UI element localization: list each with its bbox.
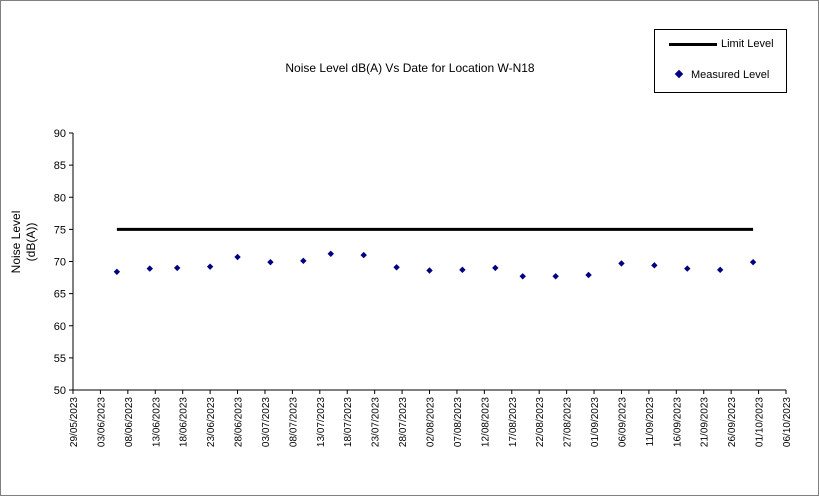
x-tick-label: 23/07/2023 [371, 397, 382, 447]
x-tick-label: 03/07/2023 [261, 397, 272, 447]
x-tick-label: 28/07/2023 [398, 397, 409, 447]
measured-level-point [749, 258, 757, 266]
x-tick-label: 11/09/2023 [645, 397, 656, 447]
legend-line-swatch [669, 43, 717, 46]
x-tick-label: 08/07/2023 [288, 397, 299, 447]
x-tick-label: 06/09/2023 [617, 397, 628, 447]
x-tick-label: 13/06/2023 [151, 397, 162, 447]
measured-level-point [206, 263, 214, 270]
legend-label-measured-level: Measured Level [691, 69, 770, 81]
y-tick-label: 85 [54, 160, 66, 172]
measured-level-point [651, 262, 658, 269]
legend-diamond-marker-icon [674, 69, 684, 79]
measured-level-point [426, 267, 433, 274]
y-tick-label: 70 [54, 257, 66, 269]
x-tick-label: 08/06/2023 [124, 397, 135, 447]
y-tick-label: 80 [54, 192, 66, 204]
x-tick-label: 07/08/2023 [453, 397, 464, 447]
x-tick-label: 16/09/2023 [672, 397, 683, 447]
measured-level-point [459, 266, 466, 274]
legend: Limit Level Measured Level [654, 29, 787, 93]
measured-level-point [585, 271, 592, 279]
x-tick-label: 22/08/2023 [535, 397, 546, 447]
measured-level-point [618, 260, 625, 267]
y-tick-label: 65 [54, 289, 66, 301]
legend-label-limit-level: Limit Level [721, 38, 774, 50]
measured-level-point [393, 264, 400, 271]
y-tick-label: 55 [54, 353, 66, 365]
chart-title: Noise Level dB(A) Vs Date for Location W… [285, 61, 535, 75]
x-tick-label: 26/09/2023 [727, 397, 738, 447]
x-tick-label: 17/08/2023 [508, 397, 519, 447]
x-tick-label: 28/06/2023 [234, 397, 245, 447]
measured-level-point [113, 268, 121, 275]
measured-level-point [146, 265, 153, 272]
x-tick-label: 13/07/2023 [316, 397, 327, 447]
plot-area: 50 55 60 65 70 75 80 85 90 29/05/2023 03/06/2023 08… [54, 128, 793, 447]
y-axis-label-line-2: (dB(A)) [24, 223, 38, 262]
x-tick-label: 02/08/2023 [426, 397, 437, 447]
measured-level-point [300, 257, 307, 265]
measured-level-point [267, 258, 274, 266]
legend-item-measured-level: Measured Level [655, 68, 786, 84]
measured-level-point [234, 253, 241, 261]
y-tick-label: 60 [54, 321, 66, 333]
measured-level-point [716, 266, 724, 274]
measured-level-point [684, 265, 691, 272]
legend-item-limit-level: Limit Level [655, 37, 786, 53]
y-axis-label-line-1: Noise Level [9, 211, 23, 274]
x-tick-label: 01/10/2023 [755, 397, 766, 447]
x-tick-label: 03/06/2023 [96, 397, 107, 447]
measured-level-point [327, 250, 334, 257]
x-tick-label: 12/08/2023 [480, 397, 491, 447]
x-tick-label: 27/08/2023 [563, 397, 574, 447]
measured-level-point [174, 264, 181, 272]
x-tick-label: 21/09/2023 [700, 397, 711, 447]
measured-level-point [492, 264, 499, 272]
y-tick-label: 75 [54, 224, 66, 236]
x-tick-label: 06/10/2023 [782, 397, 793, 447]
measured-level-point [519, 273, 526, 280]
x-tick-label: 23/06/2023 [206, 397, 217, 447]
x-tick-label: 18/07/2023 [343, 397, 354, 447]
measured-level-point [360, 251, 367, 259]
y-tick-label: 90 [54, 128, 66, 140]
x-tick-label: 18/06/2023 [179, 397, 190, 447]
x-tick-label: 01/09/2023 [590, 397, 601, 447]
measured-level-point [552, 273, 559, 280]
x-tick-label: 29/05/2023 [69, 397, 80, 447]
y-tick-label: 50 [54, 385, 66, 397]
